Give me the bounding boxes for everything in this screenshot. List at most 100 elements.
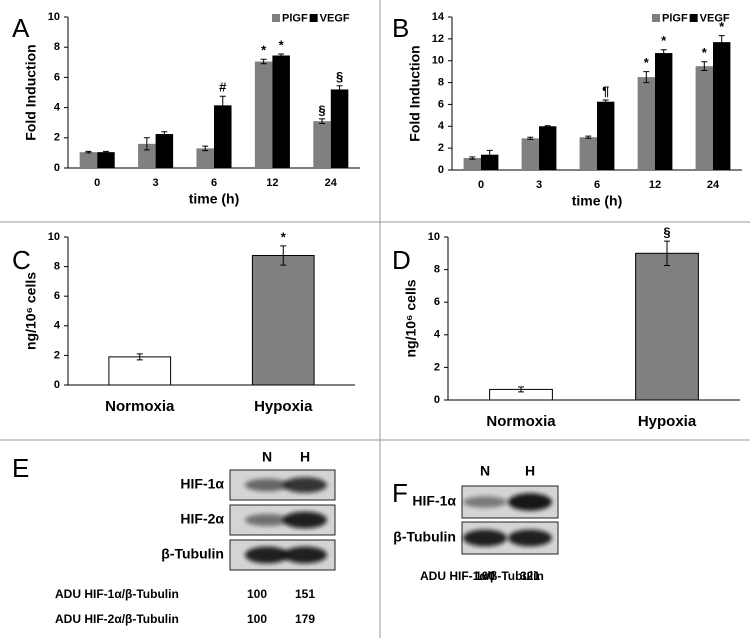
panel-label: C <box>12 245 31 275</box>
significance-mark: # <box>219 80 227 95</box>
error-bar <box>202 145 209 152</box>
error-bar <box>336 85 343 94</box>
bar <box>138 143 156 168</box>
blot-band <box>508 529 552 547</box>
error-bar <box>161 131 168 137</box>
bar <box>214 105 232 168</box>
bar <box>251 255 315 386</box>
y-tick-label: 6 <box>434 296 440 308</box>
x-tick-label: 12 <box>649 179 661 191</box>
bar <box>695 66 713 170</box>
y-tick-label: 0 <box>54 379 60 391</box>
y-tick-label: 8 <box>438 76 444 88</box>
significance-mark: * <box>719 19 725 34</box>
y-tick-label: 4 <box>434 329 441 341</box>
quant-value: 100 <box>475 569 495 583</box>
quant-value: 100 <box>247 612 267 626</box>
y-tick-label: 12 <box>432 33 444 45</box>
y-tick-label: 4 <box>54 102 61 114</box>
error-bar <box>518 386 524 393</box>
y-tick-label: 6 <box>54 290 60 302</box>
y-tick-label: 8 <box>434 264 440 276</box>
significance-mark: * <box>281 229 287 244</box>
legend-label: VEGF <box>700 12 730 24</box>
y-tick-label: 6 <box>54 71 60 83</box>
y-tick-label: 2 <box>438 142 444 154</box>
error-bar <box>85 150 92 154</box>
y-tick-label: 8 <box>54 261 60 273</box>
panel-label: F <box>392 478 408 508</box>
y-axis-label: ng/10⁶ cells <box>403 279 419 357</box>
bar <box>272 55 290 168</box>
error-bar <box>660 49 667 57</box>
significance-mark: § <box>663 225 670 240</box>
bar <box>713 42 731 171</box>
significance-mark: * <box>702 45 708 60</box>
panel-label: A <box>12 13 30 43</box>
y-tick-label: 10 <box>48 11 60 23</box>
bar <box>481 154 499 170</box>
y-tick-label: 4 <box>438 120 445 132</box>
y-tick-label: 10 <box>428 231 440 243</box>
x-tick-label: 6 <box>211 177 217 189</box>
blot-band <box>283 546 327 564</box>
bar <box>313 121 331 168</box>
bar <box>597 101 615 170</box>
bar <box>655 53 673 170</box>
bar <box>108 356 172 386</box>
x-tick-label: 6 <box>594 179 600 191</box>
error-bar <box>486 149 493 160</box>
bar <box>635 252 699 401</box>
bar <box>579 137 597 170</box>
quant-value: 151 <box>295 587 315 601</box>
blot-band <box>245 546 289 564</box>
error-bar <box>701 61 708 72</box>
lane-label: H <box>525 463 535 479</box>
y-tick-label: 10 <box>432 55 444 67</box>
quant-value: 321 <box>520 569 540 583</box>
y-axis-label: Fold Induction <box>407 45 423 141</box>
error-bar <box>136 353 143 361</box>
panel-label: E <box>12 453 29 483</box>
error-bar <box>643 71 650 84</box>
y-tick-label: 0 <box>434 394 440 406</box>
error-bar <box>664 240 670 267</box>
bar <box>97 152 115 168</box>
lane-label: N <box>480 463 490 479</box>
lane-label: N <box>262 449 272 465</box>
legend-label: VEGF <box>320 12 350 24</box>
y-tick-label: 14 <box>432 11 445 23</box>
error-bar <box>527 136 534 140</box>
quant-label: ADU HIF-1α/β-Tubulin <box>420 569 544 583</box>
significance-mark: * <box>661 33 667 48</box>
significance-mark: ¶ <box>602 83 609 98</box>
legend-swatch <box>272 14 280 22</box>
bar <box>637 77 655 170</box>
significance-mark: * <box>261 43 267 58</box>
lane-label: H <box>300 449 310 465</box>
blot-band <box>463 529 507 547</box>
y-axis-label: ng/10⁶ cells <box>23 272 39 350</box>
y-tick-label: 0 <box>438 164 444 176</box>
y-tick-label: 2 <box>54 349 60 361</box>
significance-mark: * <box>279 37 285 52</box>
legend-swatch <box>309 14 318 22</box>
x-tick-label: 0 <box>94 177 100 189</box>
significance-mark: § <box>318 102 325 117</box>
panel-label: D <box>392 245 411 275</box>
x-tick-label: Normoxia <box>486 413 556 430</box>
x-tick-label: 0 <box>478 179 484 191</box>
blot-band <box>245 478 289 492</box>
y-tick-label: 10 <box>48 231 60 243</box>
bar <box>539 126 557 170</box>
error-bar <box>469 156 476 160</box>
blot-band <box>283 477 327 493</box>
x-tick-label: Hypoxia <box>254 398 313 415</box>
significance-mark: § <box>336 69 343 84</box>
blot-row-label: β-Tubulin <box>393 529 456 545</box>
x-tick-label: 24 <box>707 179 720 191</box>
blot-band <box>245 514 289 526</box>
x-tick-label: Hypoxia <box>638 413 697 430</box>
blot-row-label: HIF-1α <box>180 476 224 492</box>
